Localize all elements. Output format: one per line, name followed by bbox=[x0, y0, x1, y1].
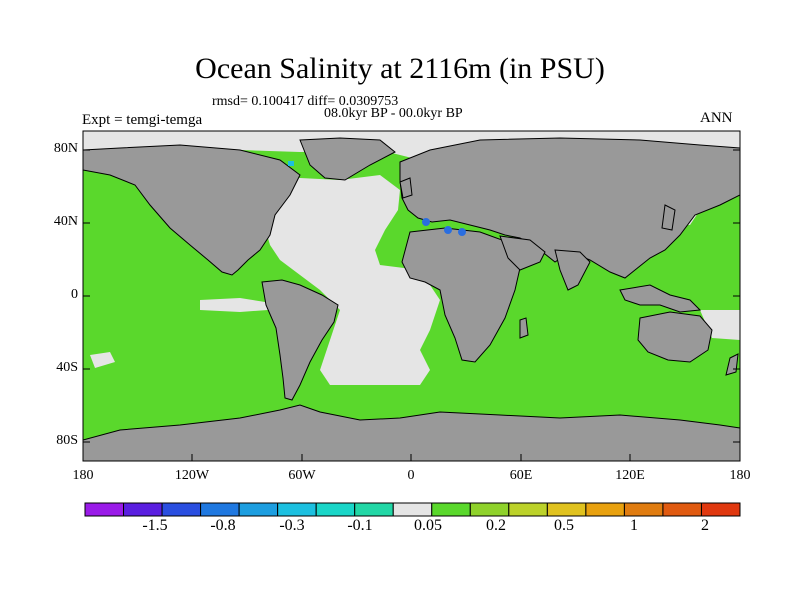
british-isles bbox=[399, 177, 413, 199]
eurasia bbox=[399, 137, 740, 279]
colorbar-swatch bbox=[161, 502, 202, 517]
mediterranean-west-anomaly bbox=[422, 218, 430, 226]
lon-label-180w: 180 bbox=[72, 468, 94, 483]
colorbar-swatch bbox=[662, 502, 702, 517]
arabia bbox=[499, 235, 546, 271]
map-content bbox=[83, 131, 740, 461]
colorbar-swatch bbox=[431, 502, 471, 517]
pacific-equatorial-near-zero bbox=[200, 298, 268, 312]
lat-label-80s: 80S bbox=[56, 433, 78, 448]
negative-anomaly-spots bbox=[288, 161, 466, 236]
colorbar-swatch bbox=[238, 502, 279, 517]
arctic-anomaly bbox=[288, 161, 294, 166]
lat-label-40s: 40S bbox=[56, 360, 78, 375]
colorbar-label-6: 0.5 bbox=[554, 517, 574, 534]
colorbar-swatch bbox=[123, 502, 163, 517]
colorbar-swatch bbox=[469, 502, 510, 517]
north-america bbox=[83, 144, 301, 276]
pacific-south-near-zero bbox=[90, 352, 115, 368]
lat-label-80n: 80N bbox=[53, 141, 78, 156]
colorbar-swatch bbox=[508, 502, 548, 517]
japan bbox=[661, 204, 676, 231]
colorbar-swatch bbox=[200, 502, 240, 517]
atlantic-near-zero-region bbox=[265, 175, 440, 385]
land-masses bbox=[83, 137, 740, 461]
colorbar-label-2: -0.3 bbox=[279, 517, 305, 534]
lat-label-0: 0 bbox=[71, 287, 78, 302]
lat-label-40n: 40N bbox=[53, 214, 78, 229]
africa bbox=[401, 227, 521, 363]
colorbar-label-7: 1 bbox=[630, 517, 638, 534]
colorbar-swatch bbox=[546, 502, 587, 517]
colorbar-label-4: 0.05 bbox=[414, 517, 442, 534]
madagascar bbox=[519, 317, 529, 339]
mediterranean-east-anomaly bbox=[458, 228, 466, 236]
lon-label-60e: 60E bbox=[509, 468, 533, 483]
lon-label-60w: 60W bbox=[288, 468, 316, 483]
australia bbox=[637, 311, 713, 363]
season-label: ANN bbox=[700, 110, 733, 126]
colorbar-label-8: 2 bbox=[701, 517, 709, 534]
colorbar-swatch bbox=[623, 502, 664, 517]
longitude-ticks bbox=[82, 454, 741, 461]
colorbar-label-5: 0.2 bbox=[486, 517, 506, 534]
colorbar-label-1: -0.8 bbox=[210, 517, 236, 534]
greenland bbox=[299, 137, 396, 181]
maritime-continent bbox=[619, 284, 702, 313]
south-america bbox=[261, 279, 339, 401]
colorbar-swatch bbox=[277, 502, 317, 517]
colorbar-swatch bbox=[315, 502, 356, 517]
colorbar-label-0: -1.5 bbox=[142, 517, 168, 534]
lon-label-0: 0 bbox=[407, 468, 415, 483]
colorbar-swatch bbox=[585, 502, 625, 517]
colorbar-swatch bbox=[392, 502, 433, 517]
latitude-ticks bbox=[83, 149, 740, 443]
lon-label-120w: 120W bbox=[174, 468, 210, 483]
colorbar-label-3: -0.1 bbox=[347, 517, 373, 534]
colorbar-swatch bbox=[700, 502, 741, 517]
antarctica bbox=[83, 404, 740, 461]
colorbar-swatch bbox=[84, 502, 125, 517]
mediterranean-central-anomaly bbox=[444, 226, 452, 234]
new-zealand bbox=[725, 353, 739, 376]
colorbar-swatch bbox=[354, 502, 394, 517]
lon-label-120e: 120E bbox=[615, 468, 645, 483]
map-title: Ocean Salinity at 2116m (in PSU) bbox=[195, 52, 605, 85]
subtitle-period: 08.0kyr BP - 00.0kyr BP bbox=[324, 106, 463, 121]
experiment-label: Expt = temgi-temga bbox=[82, 112, 203, 128]
lon-label-180e: 180 bbox=[729, 468, 751, 483]
subtitle-stats: rmsd= 0.100417 diff= 0.0309753 bbox=[212, 94, 399, 109]
india bbox=[554, 249, 591, 291]
